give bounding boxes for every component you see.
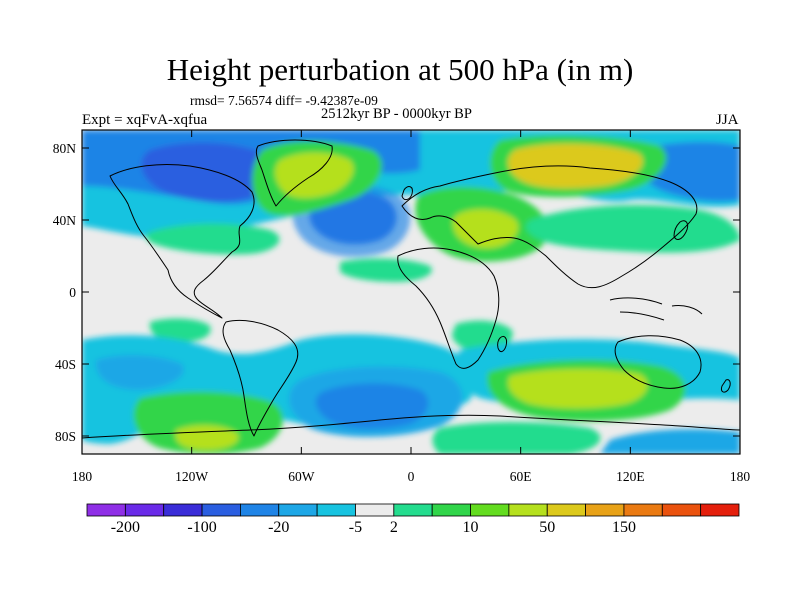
colorbar-swatch bbox=[316, 503, 356, 517]
colorbar-swatch bbox=[623, 503, 663, 517]
lat-label: 0 bbox=[69, 285, 76, 300]
coast-greenland bbox=[255, 139, 333, 207]
colorbar-label: -200 bbox=[111, 519, 140, 536]
contour-greenland-yellow bbox=[274, 152, 354, 199]
colorbar-swatch bbox=[163, 503, 203, 517]
contour-pacific-teal bbox=[149, 318, 211, 342]
season-label: JJA bbox=[716, 112, 739, 128]
lat-label: 80N bbox=[53, 141, 77, 156]
contour-na-green bbox=[145, 223, 280, 255]
contour-asia-teal bbox=[525, 205, 740, 253]
colorbar-swatch bbox=[201, 503, 241, 517]
colorbar-label: -5 bbox=[349, 519, 362, 536]
colorbar-label: -20 bbox=[268, 519, 289, 536]
lat-label: 80S bbox=[55, 429, 76, 444]
colorbar-swatch bbox=[546, 503, 586, 517]
colorbar-swatch bbox=[278, 503, 318, 517]
coast-madagascar bbox=[497, 335, 507, 353]
colorbar-swatch bbox=[240, 503, 280, 517]
colorbar-swatch bbox=[355, 503, 395, 517]
lon-label: 120W bbox=[175, 469, 208, 484]
colorbar-label: 150 bbox=[612, 519, 636, 536]
contour-north-darkblue bbox=[141, 142, 271, 202]
colorbar-label: 10 bbox=[463, 519, 479, 536]
lat-label: 40S bbox=[55, 357, 76, 372]
experiment-label: Expt = xqFvA-xqfua bbox=[82, 112, 208, 128]
colorbar-swatch bbox=[393, 503, 433, 517]
lon-label: 60W bbox=[288, 469, 315, 484]
coast-antarctica bbox=[82, 414, 740, 439]
colorbar-swatch bbox=[508, 503, 548, 517]
lon-label: 180 bbox=[72, 469, 93, 484]
colorbar-swatch bbox=[585, 503, 625, 517]
contour-south-indian-yellow bbox=[508, 368, 648, 409]
colorbar-swatch bbox=[124, 503, 165, 517]
coast-indonesia bbox=[609, 297, 703, 321]
coast-south-america bbox=[222, 319, 299, 437]
colorbar-label: -100 bbox=[187, 519, 216, 536]
contour-antarctic-teal bbox=[432, 422, 601, 454]
time-period-label: 2512kyr BP - 0000kyr BP bbox=[321, 106, 472, 122]
coast-africa bbox=[397, 247, 500, 369]
coast-north-america bbox=[109, 164, 255, 319]
lon-label: 180 bbox=[730, 469, 751, 484]
coast-new-zealand bbox=[721, 379, 731, 393]
contour-tropical-teal bbox=[340, 258, 432, 282]
coastlines bbox=[82, 139, 740, 439]
colorbar-swatch bbox=[86, 503, 126, 517]
lat-label: 40N bbox=[53, 213, 77, 228]
contour-se-blue bbox=[600, 429, 740, 454]
colorbar-swatch bbox=[431, 503, 471, 517]
colorbar-swatch bbox=[661, 503, 702, 517]
colorbar-label: 50 bbox=[539, 519, 555, 536]
contour-field bbox=[82, 130, 740, 454]
chart-title: Height perturbation at 500 hPa (in m) bbox=[166, 52, 634, 87]
lon-label: 60E bbox=[510, 469, 532, 484]
coast-australia bbox=[614, 335, 702, 389]
colorbar-label: 2 bbox=[390, 519, 398, 536]
contour-south-deepblue bbox=[315, 383, 429, 429]
latitude-axis: 80N 40N 0 40S 80S bbox=[53, 141, 740, 444]
colorbar: -200 -100 -20 -5 2 10 50 150 bbox=[86, 503, 740, 536]
longitude-axis: 180 120W 60W 0 60E 120E 180 bbox=[72, 130, 751, 484]
coast-uk bbox=[401, 186, 413, 201]
coast-eurasia bbox=[401, 165, 698, 289]
coast-japan bbox=[673, 220, 689, 240]
colorbar-swatch bbox=[470, 503, 510, 517]
rmsd-diff-stats: rmsd= 7.56574 diff= -9.42387e-09 bbox=[190, 93, 378, 108]
contour-pacific-s-blue bbox=[95, 355, 184, 390]
lon-label: 120E bbox=[616, 469, 645, 484]
contour-europe-yellow bbox=[452, 209, 519, 249]
colorbar-swatch bbox=[700, 503, 740, 517]
lon-label: 0 bbox=[408, 469, 415, 484]
